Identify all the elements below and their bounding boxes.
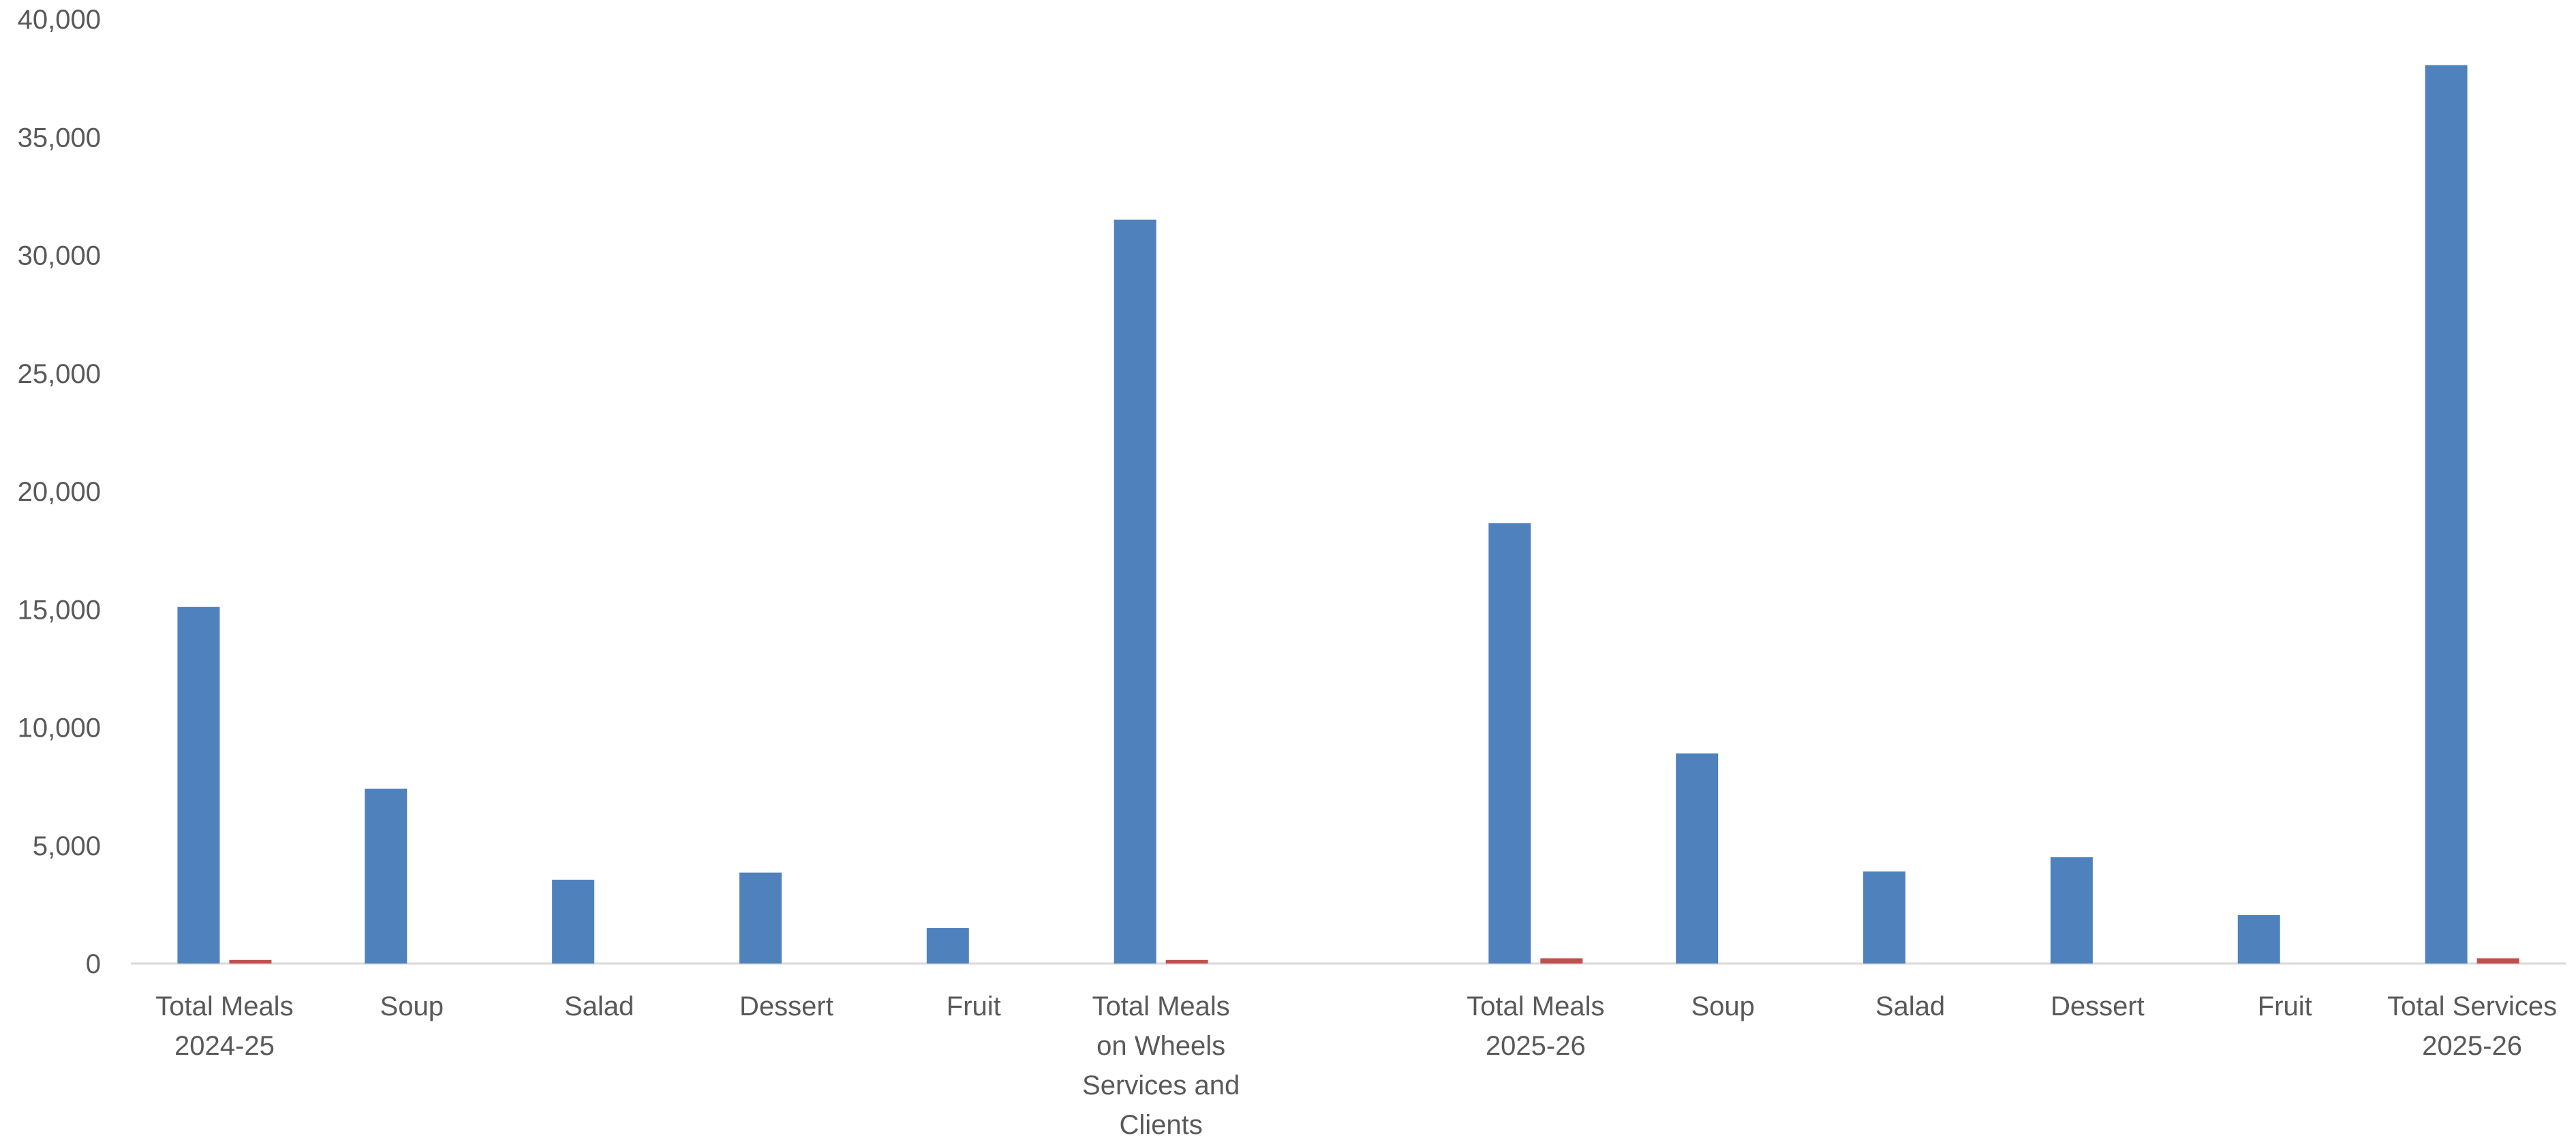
x-axis-labels: Total Meals 2024-25 Soup Salad Dessert Fruit T… bbox=[155, 991, 2557, 1140]
y-tick-label: 15,000 bbox=[18, 595, 101, 625]
x-category-label: Dessert bbox=[2051, 991, 2145, 1021]
y-tick-label: 25,000 bbox=[18, 359, 101, 389]
y-axis: 0 5,000 10,000 15,000 20,000 25,000 30,000 35,0… bbox=[18, 5, 101, 979]
bars bbox=[177, 65, 2519, 964]
y-tick-label: 30,000 bbox=[18, 241, 101, 271]
y-tick-label: 10,000 bbox=[18, 713, 101, 743]
bar-series-1 bbox=[365, 788, 408, 964]
y-tick-label: 5,000 bbox=[33, 831, 101, 861]
bar-series-2 bbox=[1165, 959, 1208, 964]
y-tick-label: 20,000 bbox=[18, 477, 101, 507]
bar-series-1 bbox=[1488, 523, 1531, 964]
bar-series-1 bbox=[552, 879, 595, 964]
bar-series-2 bbox=[229, 959, 272, 964]
y-tick-label: 0 bbox=[86, 949, 101, 979]
bar-series-1 bbox=[2237, 914, 2280, 964]
bar-series-1 bbox=[2050, 857, 2093, 964]
bar-series-2 bbox=[1540, 958, 1583, 964]
x-category-label: Salad bbox=[1875, 991, 1945, 1021]
x-category-label: Total Meals 2024-25 bbox=[155, 991, 293, 1061]
x-category-label: Dessert bbox=[739, 991, 833, 1021]
x-category-label: Fruit bbox=[2258, 991, 2312, 1021]
x-category-label: Soup bbox=[380, 991, 444, 1021]
x-category-label: Soup bbox=[1691, 991, 1754, 1021]
x-category-label: Total Meals on Wheels Services and Clients bbox=[1082, 991, 1240, 1140]
bar-series-1 bbox=[1114, 219, 1156, 964]
bar-series-2 bbox=[2477, 958, 2519, 964]
x-category-label: Salad bbox=[564, 991, 634, 1021]
bar-series-1 bbox=[2425, 65, 2468, 964]
bar-series-1 bbox=[1676, 753, 1719, 964]
x-category-label: Fruit bbox=[947, 991, 1001, 1021]
bar-series-1 bbox=[739, 872, 782, 964]
x-category-label: Total Services 2025-26 bbox=[2387, 991, 2557, 1061]
y-tick-label: 35,000 bbox=[18, 123, 101, 153]
x-category-label: Total Meals 2025-26 bbox=[1467, 991, 1604, 1061]
y-tick-label: 40,000 bbox=[18, 5, 101, 35]
bar-series-1 bbox=[177, 606, 220, 964]
bar-series-1 bbox=[1863, 871, 1906, 964]
bar-series-1 bbox=[926, 928, 969, 964]
